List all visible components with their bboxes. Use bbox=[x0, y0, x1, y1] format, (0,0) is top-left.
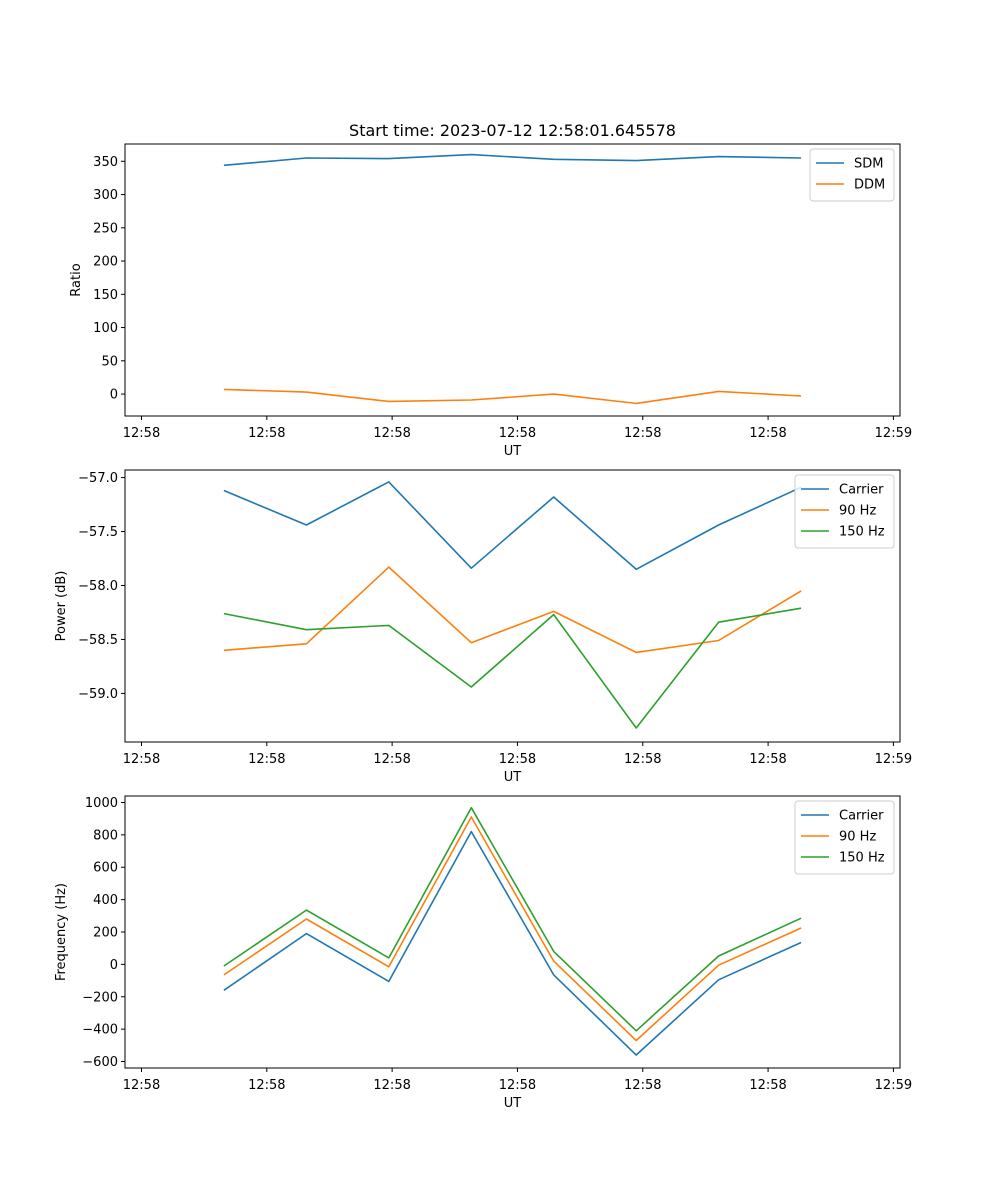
legend: Carrier 90 Hz 150 Hz bbox=[794, 800, 895, 875]
legend-box bbox=[809, 148, 895, 202]
x-axis-label: UT bbox=[504, 444, 522, 459]
subplot-1: 12:58 12:58 12:58 12:58 12:58 12:58 12:59 0 50 10… bbox=[69, 121, 912, 459]
x-axis-label: UT bbox=[504, 1096, 522, 1111]
subplot-2: 12:58 12:58 12:58 12:58 12:58 12:58 12:59 −59.0… bbox=[54, 469, 912, 785]
x-tick-label: 12:58 bbox=[123, 1078, 160, 1093]
axes-frame bbox=[124, 143, 901, 417]
series-line-150-hz bbox=[223, 607, 802, 729]
y-tick-label: 0 bbox=[110, 388, 118, 403]
legend: SDM DDM bbox=[809, 148, 895, 202]
y-tick-label: −57.0 bbox=[78, 471, 118, 486]
x-tick-label: 12:58 bbox=[749, 752, 786, 767]
y-tick-label: 100 bbox=[93, 321, 118, 336]
x-tick-label: 12:58 bbox=[123, 752, 160, 767]
x-tick-label: 12:58 bbox=[123, 426, 160, 441]
series-line-150-hz bbox=[223, 806, 802, 1032]
legend-box bbox=[794, 800, 895, 875]
y-tick-label: 50 bbox=[101, 354, 118, 369]
legend-label: 90 Hz bbox=[839, 830, 876, 845]
axes-frame bbox=[124, 795, 901, 1069]
x-tick-label: 12:58 bbox=[248, 752, 285, 767]
y-tick-label: −400 bbox=[82, 1023, 118, 1038]
x-tick-label: 12:59 bbox=[875, 752, 912, 767]
x-tick-label: 12:58 bbox=[624, 1078, 661, 1093]
y-tick-label: 200 bbox=[93, 926, 118, 941]
y-tick-label: 800 bbox=[93, 828, 118, 843]
y-tick-label: −57.5 bbox=[78, 525, 118, 540]
legend-label: 90 Hz bbox=[839, 504, 876, 519]
x-tick-label: 12:58 bbox=[499, 1078, 536, 1093]
x-tick-label: 12:59 bbox=[875, 426, 912, 441]
x-axis-label: UT bbox=[504, 770, 522, 785]
y-axis-label: Power (dB) bbox=[54, 571, 69, 642]
y-tick-label: 300 bbox=[93, 188, 118, 203]
y-tick-label: 150 bbox=[93, 288, 118, 303]
y-tick-label: −58.0 bbox=[78, 579, 118, 594]
legend-label: Carrier bbox=[839, 483, 884, 498]
y-tick-label: −58.5 bbox=[78, 633, 118, 648]
x-tick-label: 12:58 bbox=[248, 426, 285, 441]
series-line-carrier bbox=[223, 830, 802, 1056]
x-tick-label: 12:58 bbox=[624, 752, 661, 767]
y-axis-label: Frequency (Hz) bbox=[54, 883, 69, 981]
y-tick-label: −200 bbox=[82, 990, 118, 1005]
x-tick-label: 12:59 bbox=[875, 1078, 912, 1093]
y-tick-label: −59.0 bbox=[78, 687, 118, 702]
legend-label: Carrier bbox=[839, 809, 884, 824]
axes-frame bbox=[124, 469, 901, 743]
series-line-ddm bbox=[223, 388, 802, 405]
y-tick-label: 1000 bbox=[85, 796, 118, 811]
x-tick-label: 12:58 bbox=[373, 752, 410, 767]
legend-label: DDM bbox=[854, 178, 885, 193]
legend: Carrier 90 Hz 150 Hz bbox=[794, 474, 895, 549]
y-tick-label: 600 bbox=[93, 861, 118, 876]
y-axis-label: Ratio bbox=[69, 263, 84, 296]
y-tick-label: 250 bbox=[93, 221, 118, 236]
x-tick-label: 12:58 bbox=[749, 1078, 786, 1093]
legend-label: SDM bbox=[854, 157, 883, 172]
series-line-90-hz bbox=[223, 816, 802, 1042]
x-tick-label: 12:58 bbox=[749, 426, 786, 441]
y-tick-label: 350 bbox=[93, 155, 118, 170]
subplot-3: 12:58 12:58 12:58 12:58 12:58 12:58 12:59 −600 −… bbox=[54, 795, 912, 1111]
x-tick-label: 12:58 bbox=[499, 426, 536, 441]
x-tick-label: 12:58 bbox=[373, 426, 410, 441]
y-tick-label: 0 bbox=[110, 958, 118, 973]
legend-label: 150 Hz bbox=[839, 525, 885, 540]
x-tick-label: 12:58 bbox=[248, 1078, 285, 1093]
y-tick-label: 200 bbox=[93, 255, 118, 270]
chart-title: Start time: 2023-07-12 12:58:01.645578 bbox=[349, 121, 676, 140]
x-tick-label: 12:58 bbox=[373, 1078, 410, 1093]
x-tick-label: 12:58 bbox=[499, 752, 536, 767]
x-tick-label: 12:58 bbox=[624, 426, 661, 441]
series-line-90-hz bbox=[223, 566, 802, 654]
y-tick-label: −600 bbox=[82, 1055, 118, 1070]
y-tick-label: 400 bbox=[93, 893, 118, 908]
series-line-carrier bbox=[223, 481, 802, 571]
legend-box bbox=[794, 474, 895, 549]
series-line-sdm bbox=[223, 153, 802, 167]
legend-label: 150 Hz bbox=[839, 851, 885, 866]
